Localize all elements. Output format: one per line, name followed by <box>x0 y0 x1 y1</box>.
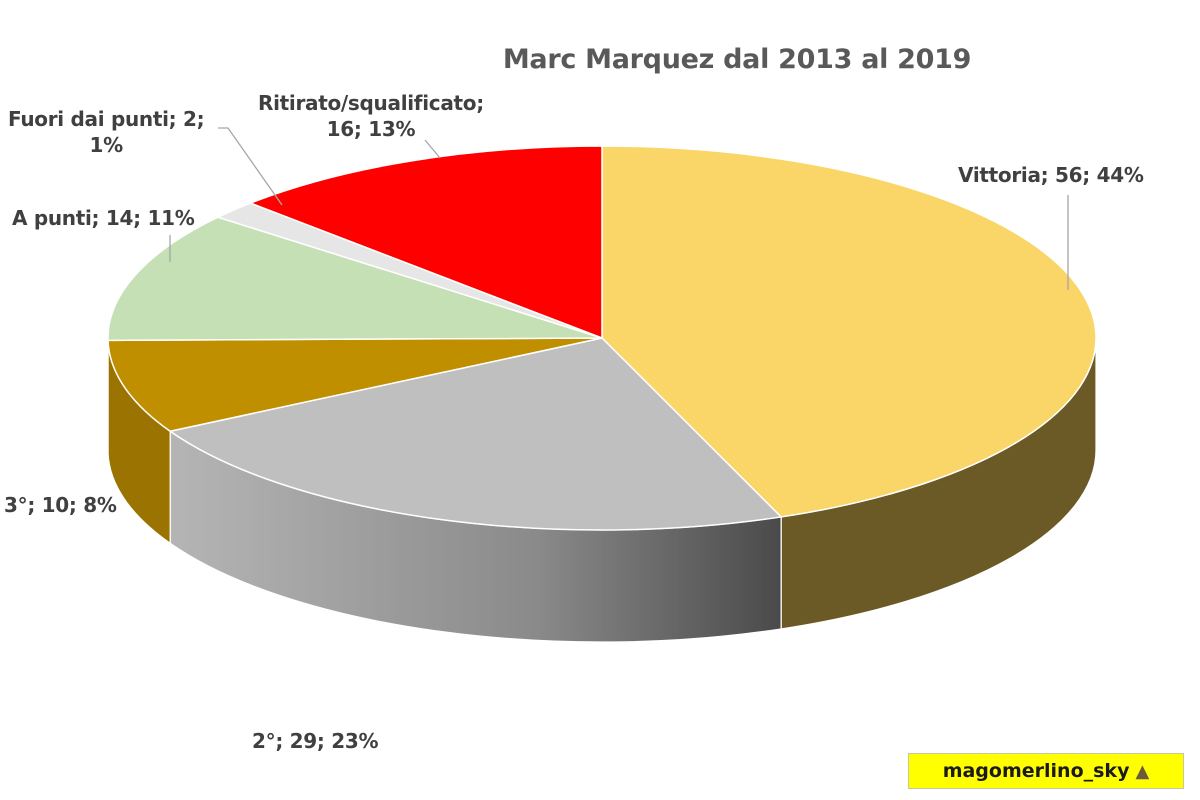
wizard-icon: ▲ <box>1135 760 1150 782</box>
data-label-ritirato-line1: Ritirato/squalificato; <box>258 91 484 115</box>
watermark-text: magomerlino_sky <box>942 760 1130 782</box>
leader-line-ritirato <box>424 139 441 159</box>
pie-slices <box>107 145 1097 531</box>
pie-sides <box>107 337 1097 643</box>
data-label-a-punti: A punti; 14; 11% <box>12 206 195 230</box>
pie-slice-ritirato <box>248 145 603 340</box>
pie-slice-terzo <box>107 337 603 433</box>
leader-line-fuori <box>218 127 283 206</box>
data-label-secondo: 2°; 29; 23% <box>252 729 379 753</box>
data-label-fuori: Fuori dai punti; 2; 1% <box>8 106 205 158</box>
chart-title: Marc Marquez dal 2013 al 2019 <box>502 44 972 75</box>
watermark-badge: magomerlino_sky ▲ <box>908 753 1184 789</box>
pie-slice-secondo <box>168 337 783 531</box>
data-label-terzo: 3°; 10; 8% <box>4 493 117 517</box>
pie-slice-a-punti <box>107 216 603 342</box>
data-label-fuori-line1: Fuori dai punti; 2; <box>8 107 205 131</box>
leader-lines <box>169 127 1069 290</box>
data-label-ritirato: Ritirato/squalificato; 16; 13% <box>258 90 484 142</box>
pie-slice-vittoria <box>601 145 1097 518</box>
data-label-fuori-line2: 1% <box>89 133 123 157</box>
data-label-ritirato-line2: 16; 13% <box>326 117 416 141</box>
data-label-vittoria: Vittoria; 56; 44% <box>958 163 1144 187</box>
